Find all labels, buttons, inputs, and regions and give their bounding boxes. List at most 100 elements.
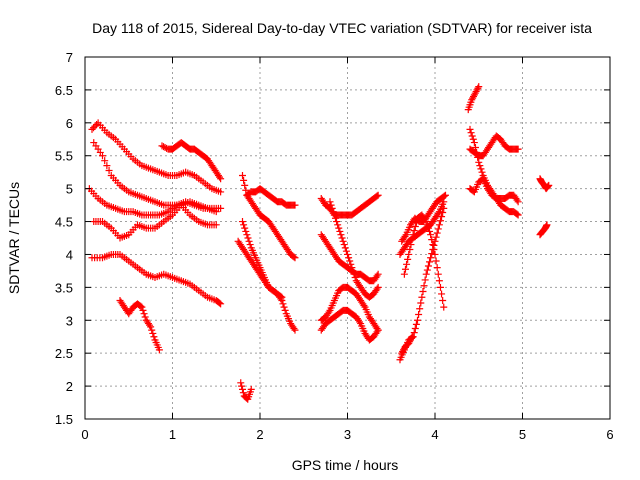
data-point bbox=[338, 234, 346, 242]
data-point bbox=[513, 210, 521, 218]
data-point bbox=[374, 326, 382, 334]
data-point bbox=[433, 229, 441, 237]
data-point bbox=[410, 227, 418, 235]
data-point bbox=[161, 144, 169, 151]
data-point bbox=[471, 144, 479, 151]
data-point bbox=[426, 227, 434, 235]
data-point bbox=[277, 292, 285, 300]
data-point bbox=[350, 270, 358, 278]
data-track bbox=[85, 185, 225, 219]
data-point bbox=[421, 276, 429, 284]
data-point bbox=[477, 165, 485, 173]
data-point bbox=[340, 241, 348, 249]
data-point bbox=[545, 181, 553, 189]
data-point bbox=[409, 231, 417, 239]
data-point bbox=[543, 221, 551, 229]
data-point bbox=[290, 253, 298, 261]
data-points bbox=[85, 83, 553, 403]
data-point bbox=[410, 329, 418, 337]
data-point bbox=[421, 216, 429, 224]
x-axis-label: GPS time / hours bbox=[292, 457, 399, 473]
data-point bbox=[404, 255, 412, 263]
data-point bbox=[328, 204, 336, 212]
chart-title: Day 118 of 2015, Sidereal Day-to-day VTE… bbox=[92, 20, 592, 36]
data-point bbox=[405, 250, 413, 258]
data-point bbox=[217, 300, 225, 308]
data-point bbox=[137, 302, 145, 310]
y-tick-label: 3.5 bbox=[55, 280, 73, 295]
data-point bbox=[278, 293, 286, 301]
data-point bbox=[408, 333, 416, 341]
data-point bbox=[217, 175, 225, 183]
data-point bbox=[103, 162, 111, 170]
data-point bbox=[93, 120, 101, 128]
data-point bbox=[345, 254, 353, 262]
data-point bbox=[101, 157, 109, 165]
data-point bbox=[474, 84, 482, 92]
data-track bbox=[88, 119, 225, 196]
data-point bbox=[326, 198, 334, 206]
data-point bbox=[374, 191, 382, 199]
data-point bbox=[513, 196, 521, 204]
x-tick-label: 0 bbox=[81, 427, 88, 442]
data-track bbox=[317, 306, 382, 344]
data-point bbox=[217, 188, 225, 196]
data-point bbox=[434, 225, 442, 233]
data-point bbox=[242, 186, 250, 194]
data-point bbox=[291, 326, 299, 334]
data-point bbox=[514, 198, 522, 206]
data-point bbox=[469, 135, 477, 143]
data-point bbox=[419, 287, 427, 295]
data-point bbox=[427, 254, 435, 262]
data-point bbox=[428, 250, 436, 258]
data-point bbox=[403, 260, 411, 268]
data-point bbox=[347, 260, 355, 268]
y-tick-label: 6.5 bbox=[55, 83, 73, 98]
axis-ticks bbox=[84, 56, 611, 420]
data-point bbox=[141, 313, 149, 321]
data-track bbox=[237, 379, 255, 403]
x-tick-label: 2 bbox=[256, 427, 263, 442]
data-point bbox=[339, 237, 347, 245]
data-point bbox=[415, 311, 423, 319]
x-tick-label: 1 bbox=[169, 427, 176, 442]
data-point bbox=[475, 83, 483, 91]
data-point bbox=[474, 153, 482, 161]
data-point bbox=[412, 320, 420, 328]
data-point bbox=[290, 325, 298, 332]
data-point bbox=[440, 192, 448, 200]
data-point bbox=[281, 306, 289, 314]
data-point bbox=[476, 162, 484, 170]
data-point bbox=[333, 218, 341, 226]
data-point bbox=[478, 168, 486, 176]
data-point bbox=[149, 329, 157, 337]
data-track bbox=[536, 221, 551, 239]
x-tick-labels: 0 1 2 3 4 5 6 bbox=[81, 427, 613, 442]
data-point bbox=[432, 257, 440, 265]
data-track bbox=[116, 297, 163, 354]
data-point bbox=[280, 303, 288, 311]
data-point bbox=[336, 227, 344, 235]
data-point bbox=[344, 250, 351, 258]
data-point bbox=[439, 297, 447, 305]
y-tick-label: 5 bbox=[66, 182, 73, 197]
data-point bbox=[155, 346, 163, 354]
data-point bbox=[406, 246, 414, 254]
data-point bbox=[466, 125, 474, 133]
y-tick-label: 2 bbox=[66, 379, 73, 394]
data-point bbox=[434, 270, 442, 278]
data-point bbox=[433, 264, 441, 272]
x-tick-label: 4 bbox=[431, 427, 438, 442]
data-point bbox=[241, 181, 249, 189]
data-point bbox=[424, 224, 432, 232]
data-point bbox=[246, 241, 254, 249]
data-track bbox=[317, 283, 382, 334]
data-point bbox=[239, 218, 246, 226]
data-point bbox=[279, 300, 287, 308]
data-point bbox=[140, 310, 148, 318]
data-point bbox=[401, 265, 409, 273]
y-tick-label: 6 bbox=[66, 116, 73, 131]
data-point bbox=[148, 326, 156, 334]
data-point bbox=[349, 267, 357, 275]
